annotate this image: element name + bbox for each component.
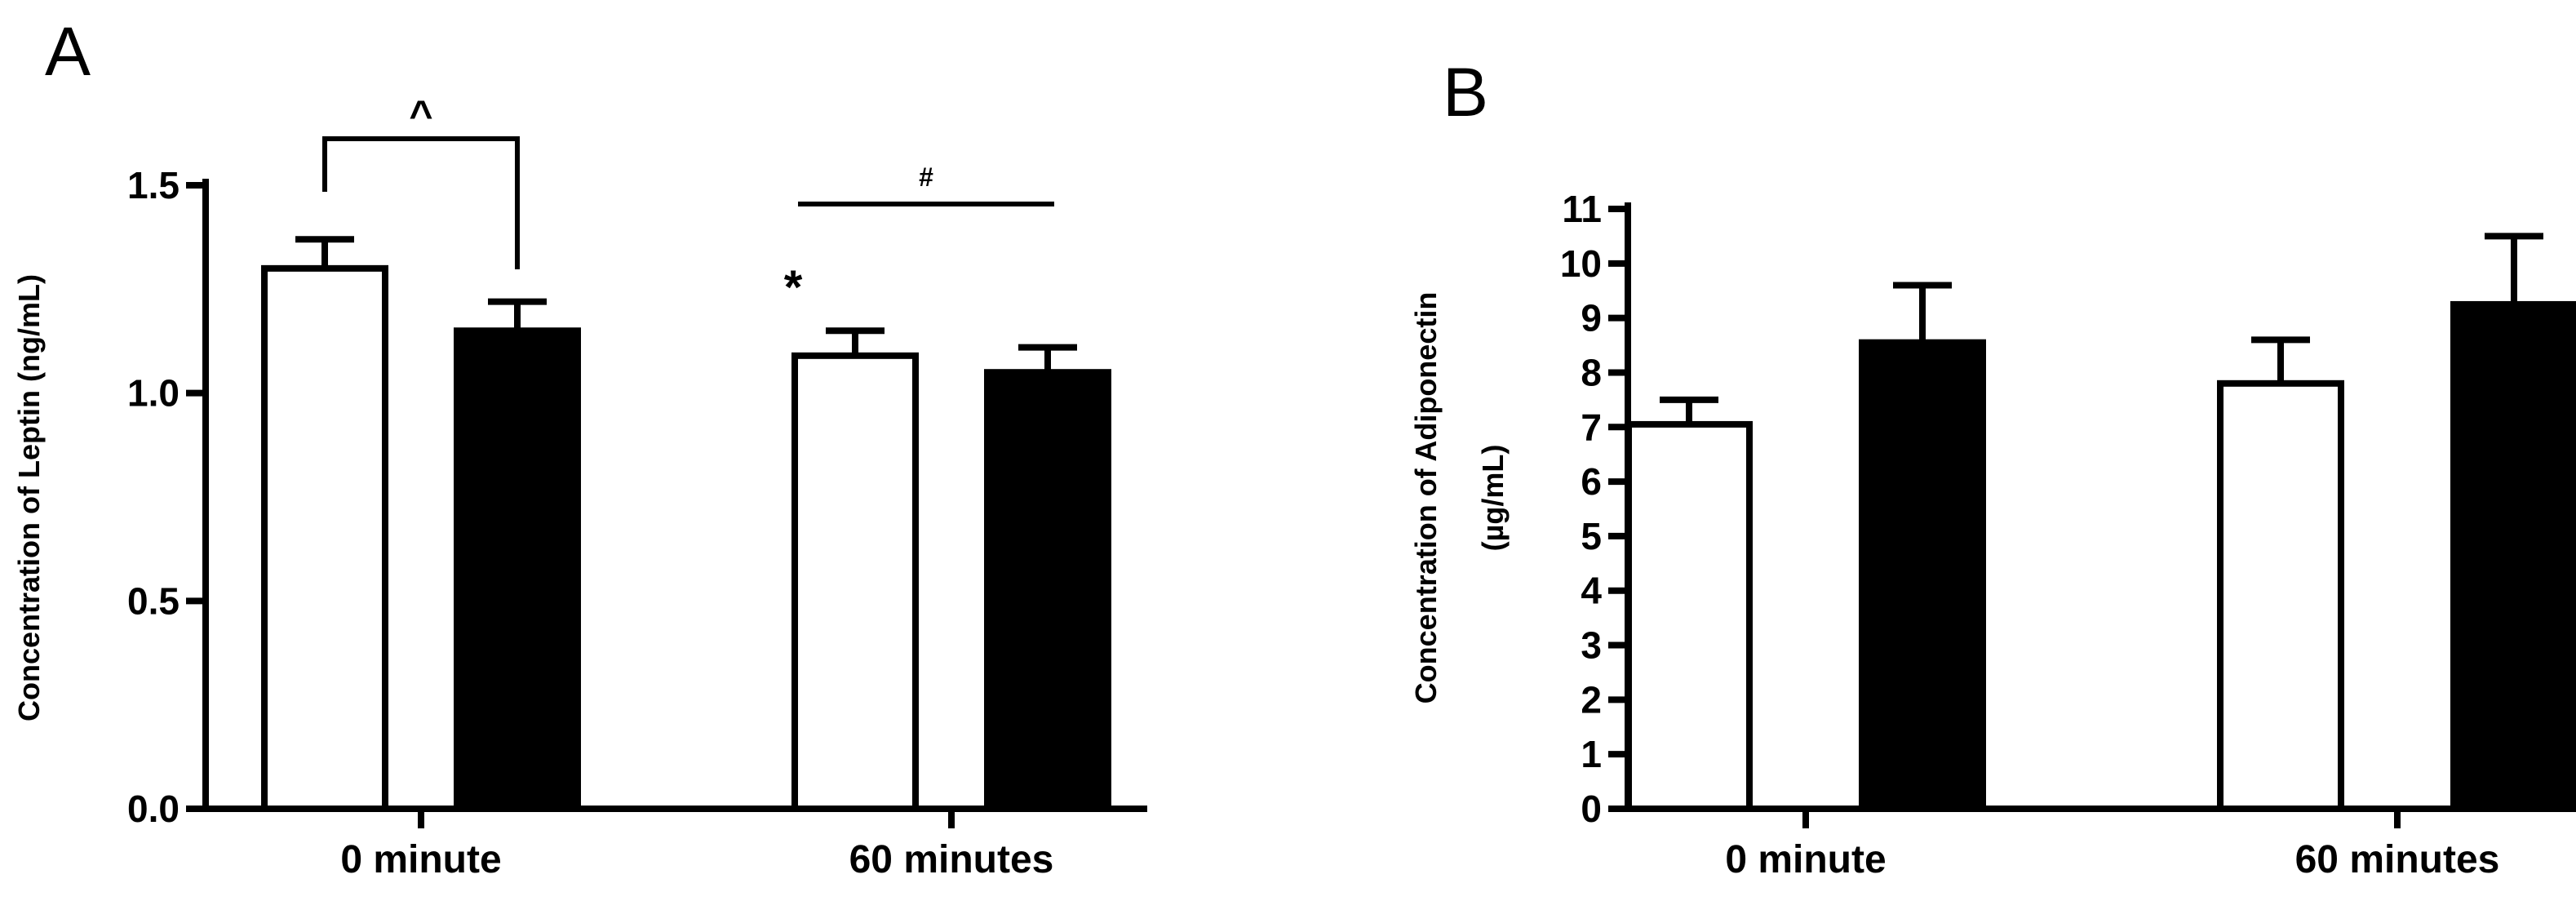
panel-b-category-label: 60 minutes (2295, 838, 2500, 881)
panel-b-y-tick-label: 2 (1581, 678, 1602, 721)
panel-a-category-label: 0 minute (340, 838, 501, 881)
panel-b: B Concentration of Adiponectin (µg/mL) 0… (1409, 54, 2576, 881)
panel-a-y-tick-label: 1.0 (127, 372, 180, 415)
panel-b-category-label: 0 minute (1725, 838, 1886, 881)
panel-b-bar (2217, 379, 2344, 812)
panel-a-bar (791, 352, 919, 812)
panel-a-annotation-hash: # (919, 162, 933, 192)
panel-a-bar (984, 369, 1111, 812)
panel-b-y-tick-label: 11 (1562, 188, 1602, 230)
panel-b-letter: B (1443, 54, 1488, 131)
panel-a-bracket-line (322, 136, 520, 269)
panel-b-y-tick-label: 0 (1581, 788, 1602, 830)
panel-b-bar (2450, 300, 2576, 812)
panel-b-y-tick-label: 1 (1581, 733, 1602, 775)
panel-a: A Concentration of Leptin (ng/mL) 0.0 0.5… (12, 13, 1147, 881)
panel-a-annotation-caret: ^ (409, 92, 432, 138)
panel-b-y-axis-title-line1: Concentration of Adiponectin (1409, 292, 1443, 704)
panel-a-y-axis-title: Concentration of Leptin (ng/mL) (12, 274, 46, 721)
panel-a-letter: A (45, 13, 91, 90)
panel-a-category-label: 60 minutes (849, 838, 1054, 881)
panel-b-y-tick-label: 10 (1560, 242, 1602, 285)
panel-b-y-tick-label: 5 (1581, 515, 1602, 557)
panel-a-annotation-star: * (784, 261, 803, 314)
panel-b-bar (1859, 339, 1986, 813)
panel-a-y-tick-label: 0.0 (127, 788, 180, 830)
panel-a-y-tick-label: 0.5 (127, 579, 180, 622)
panel-b-y-axis-title-line2: (µg/mL) (1476, 445, 1510, 552)
panel-b-y-tick-label: 6 (1581, 460, 1602, 503)
panel-b-y-tick-label: 7 (1581, 406, 1602, 448)
panel-b-y-tick-label: 8 (1581, 351, 1602, 393)
panel-b-y-tick-label: 9 (1581, 297, 1602, 340)
panel-a-bar (454, 327, 581, 812)
panel-b-y-tick-label: 3 (1581, 624, 1602, 667)
panel-b-bar (1625, 420, 1753, 812)
panel-b-y-tick-label: 4 (1581, 570, 1602, 612)
panel-a-bar (261, 264, 388, 813)
panel-a-y-tick-label: 1.5 (127, 164, 180, 206)
